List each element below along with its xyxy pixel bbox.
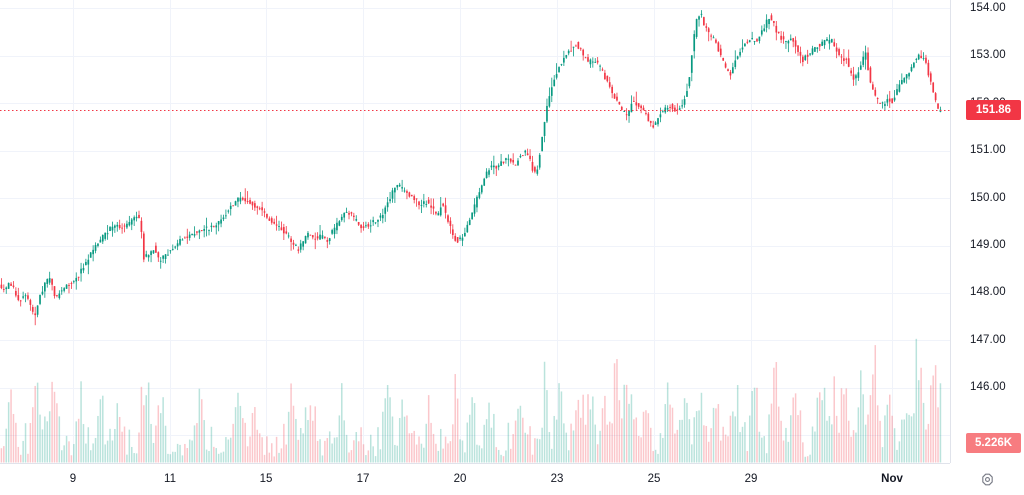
volume-value-badge: 5.226K xyxy=(966,433,1021,453)
price-tick-label: 148.00 xyxy=(970,286,1006,299)
time-tick-label: Nov xyxy=(881,473,903,485)
price-chart-canvas[interactable] xyxy=(0,0,950,463)
price-tick-label: 147.00 xyxy=(970,333,1006,346)
price-tick-label: 153.00 xyxy=(970,49,1006,62)
price-tick-label: 151.00 xyxy=(970,144,1006,157)
time-tick-label: 23 xyxy=(550,473,564,485)
gear-icon[interactable] xyxy=(978,470,997,489)
price-tick-label: 150.00 xyxy=(970,191,1006,204)
price-axis[interactable]: 146.00147.00148.00149.00150.00151.00152.… xyxy=(950,0,1024,463)
time-tick-label: 29 xyxy=(744,473,758,485)
time-tick-label: 15 xyxy=(259,473,273,485)
price-tick-label: 149.00 xyxy=(970,239,1006,251)
time-axis[interactable]: 9 11 15 17 20 23 25 29 Nov xyxy=(0,463,1024,495)
price-tick-label: 146.00 xyxy=(970,381,1006,394)
time-tick-label: 9 xyxy=(69,473,77,485)
last-price-badge: 151.86 xyxy=(966,99,1021,120)
price-tick-label: 154.00 xyxy=(970,1,1006,14)
time-tick-label: 25 xyxy=(647,473,661,485)
time-tick-label: 20 xyxy=(453,473,467,485)
axis-corner xyxy=(950,463,1024,495)
time-tick-label: 11 xyxy=(164,473,176,485)
time-tick-label: 17 xyxy=(356,473,370,485)
